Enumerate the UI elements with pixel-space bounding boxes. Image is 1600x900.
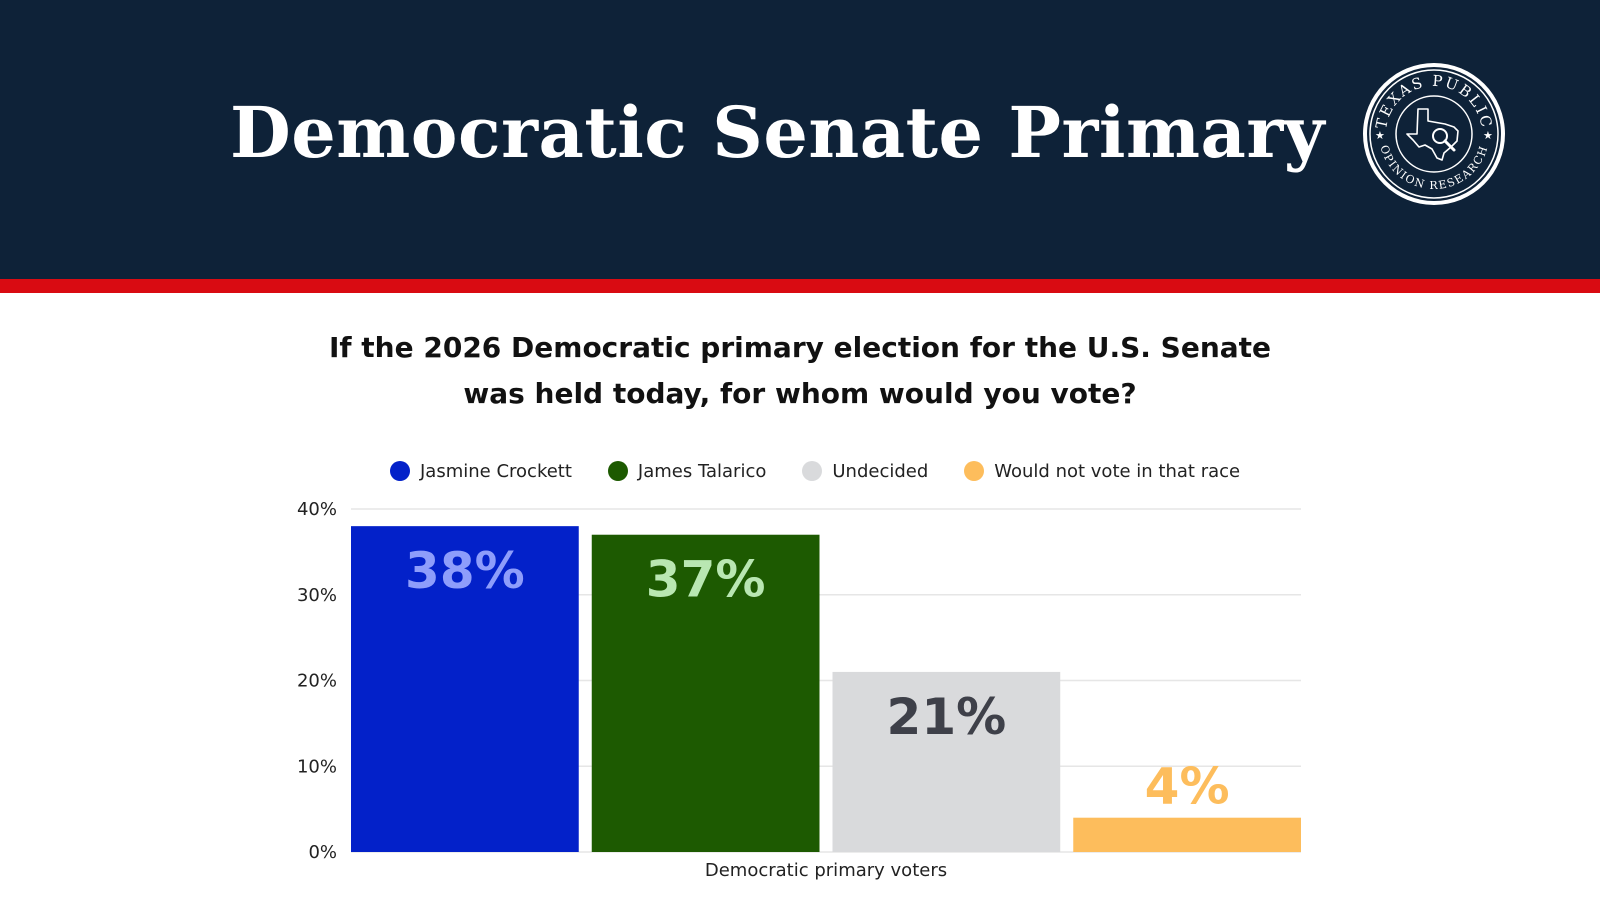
x-axis-label: Democratic primary voters [705,860,947,881]
red-accent-stripe [0,279,1600,293]
page-title: Democratic Senate Primary [230,91,1325,174]
logo-center-ring [1395,95,1473,173]
magnifier-icon [1432,128,1448,144]
bar [591,534,820,852]
logo-star-right-icon: ★ [1483,129,1493,142]
legend-label: Jasmine Crockett [420,460,572,482]
legend-dot-icon [802,461,823,481]
legend-dot-icon [607,461,628,481]
chart-legend: Jasmine Crockett James Talarico Undecide… [390,458,1240,484]
y-tick-label: 30% [297,585,337,606]
bar-value-label: 37% [646,551,766,609]
legend-label: Undecided [832,460,929,482]
y-tick-label: 0% [308,842,337,863]
legend-item-would-not-vote: Would not vote in that race [964,461,1240,482]
chart-question: If the 2026 Democratic primary election … [300,325,1300,417]
legend-item-undecided: Undecided [802,461,928,482]
bar-value-label: 4% [1145,758,1230,816]
legend-item-james-talarico: James Talarico [607,460,767,482]
legend-label: James Talarico [637,460,767,482]
bar-value-label: 21% [887,688,1007,746]
legend-dot-icon [964,461,985,481]
y-tick-label: 20% [297,671,337,692]
bar [351,526,579,852]
legend-label: Would not vote in that race [994,460,1241,482]
legend-dot-icon [390,461,410,481]
bar [1073,817,1301,852]
y-tick-label: 40% [297,499,337,520]
logo-star-left-icon: ★ [1375,129,1385,142]
header-banner [0,0,1600,279]
bar [832,671,1061,852]
legend-item-jasmine-crockett: Jasmine Crockett [390,461,572,482]
bar-value-label: 38% [405,542,525,600]
question-line-1: If the 2026 Democratic primary election … [328,331,1272,364]
texas-map-icon [1406,108,1459,161]
question-line-2: was held today, for whom would you vote? [463,377,1137,410]
logo-border-ring [1369,69,1499,199]
texas-public-opinion-research-logo: TEXAS PUBLIC OPINION RESEARCH ★ ★ [1363,63,1505,205]
y-tick-label: 10% [297,756,337,777]
